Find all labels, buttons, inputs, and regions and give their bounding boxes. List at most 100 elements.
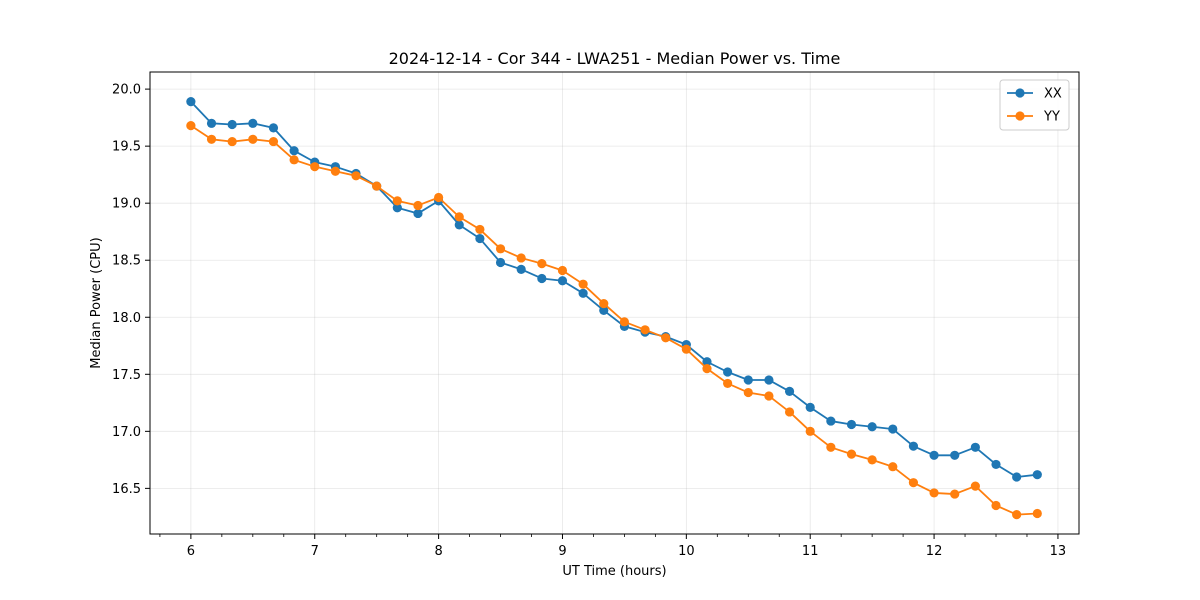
data-point-yy bbox=[475, 224, 485, 235]
data-point-yy bbox=[640, 325, 650, 335]
x-tick-label: 10 bbox=[678, 544, 695, 559]
data-point-xx bbox=[495, 257, 506, 268]
data-point-xx bbox=[743, 375, 753, 385]
data-point-xx bbox=[723, 367, 733, 377]
data-point-yy bbox=[599, 298, 609, 309]
y-tick-label: 17.0 bbox=[112, 425, 141, 440]
data-point-xx bbox=[268, 123, 279, 133]
data-point-xx bbox=[227, 119, 237, 130]
data-point-yy bbox=[434, 192, 444, 203]
legend-label-yy: YY bbox=[1043, 110, 1060, 125]
data-point-yy bbox=[578, 279, 588, 289]
data-point-yy bbox=[537, 259, 547, 269]
data-point-xx bbox=[454, 220, 464, 230]
data-point-xx bbox=[599, 305, 609, 316]
data-point-yy bbox=[784, 407, 795, 417]
data-point-yy bbox=[413, 200, 423, 211]
data-point-yy bbox=[950, 489, 960, 499]
data-point-yy bbox=[454, 212, 464, 222]
data-point-yy bbox=[681, 344, 691, 354]
data-point-yy bbox=[516, 253, 526, 263]
data-point-xx bbox=[991, 459, 1001, 470]
data-point-xx bbox=[888, 424, 898, 434]
data-point-xx bbox=[1032, 470, 1042, 480]
chart-title: 2024-12-14 - Cor 344 - LWA251 - Median P… bbox=[389, 49, 841, 68]
x-tick-label: 7 bbox=[311, 544, 319, 559]
data-point-yy bbox=[1012, 510, 1022, 520]
x-tick-label: 8 bbox=[434, 544, 442, 559]
data-point-yy bbox=[206, 134, 217, 144]
data-point-xx bbox=[950, 450, 960, 460]
data-point-yy bbox=[289, 155, 299, 165]
data-point-yy bbox=[867, 455, 877, 465]
legend-marker-yy bbox=[1015, 111, 1025, 121]
data-point-yy bbox=[702, 363, 712, 374]
data-point-xx bbox=[826, 416, 836, 426]
y-tick-label: 18.0 bbox=[112, 311, 141, 326]
data-point-yy bbox=[846, 449, 857, 459]
data-point-yy bbox=[929, 488, 939, 498]
x-tick-label: 12 bbox=[926, 544, 943, 559]
data-point-yy bbox=[557, 265, 568, 276]
data-point-xx bbox=[413, 208, 423, 219]
data-point-xx bbox=[970, 442, 980, 452]
data-point-yy bbox=[826, 442, 836, 452]
data-point-yy bbox=[805, 426, 815, 436]
y-tick-label: 18.5 bbox=[112, 254, 141, 269]
data-point-yy bbox=[372, 181, 382, 191]
data-point-xx bbox=[392, 203, 402, 213]
axis-layer: 6 7 8 9 10 11 12 13 16.5 17.0 17.5 18.0 18.5 19.0 19.5… bbox=[112, 83, 1066, 559]
legend-label-xx: XX bbox=[1044, 87, 1062, 102]
data-point-xx bbox=[1012, 472, 1022, 482]
data-point-xx bbox=[846, 419, 857, 430]
data-point-xx bbox=[929, 450, 939, 460]
data-point-yy bbox=[723, 378, 733, 389]
data-point-yy bbox=[248, 134, 258, 144]
y-tick-label: 16.5 bbox=[112, 482, 141, 497]
grid-layer bbox=[150, 72, 1079, 534]
legend-marker-xx bbox=[1015, 88, 1025, 98]
data-point-yy bbox=[908, 478, 919, 488]
data-point-yy bbox=[330, 166, 340, 176]
series-layer bbox=[186, 97, 1042, 520]
data-point-xx bbox=[764, 375, 774, 385]
data-point-yy bbox=[888, 462, 898, 472]
data-point-yy bbox=[991, 500, 1001, 511]
data-point-yy bbox=[495, 244, 506, 254]
data-point-yy bbox=[186, 121, 196, 131]
y-axis-title: Median Power (CPU) bbox=[89, 237, 104, 368]
y-tick-label: 17.5 bbox=[112, 368, 141, 383]
data-point-xx bbox=[248, 118, 258, 128]
data-point-yy bbox=[970, 481, 980, 491]
data-point-yy bbox=[1032, 508, 1042, 519]
data-point-xx bbox=[516, 264, 526, 274]
plot-area-frame bbox=[149, 71, 1080, 535]
data-point-xx bbox=[475, 233, 485, 244]
data-point-xx bbox=[206, 118, 217, 128]
y-tick-label: 20.0 bbox=[112, 83, 141, 98]
data-point-xx bbox=[702, 357, 712, 367]
data-point-yy bbox=[764, 391, 774, 401]
data-point-xx bbox=[289, 146, 299, 156]
data-point-yy bbox=[310, 162, 320, 172]
data-point-xx bbox=[784, 386, 795, 397]
data-point-yy bbox=[392, 196, 402, 206]
y-tick-label: 19.5 bbox=[112, 140, 141, 155]
x-tick-label: 6 bbox=[187, 544, 195, 559]
data-point-xx bbox=[557, 276, 568, 286]
data-point-yy bbox=[268, 136, 279, 147]
data-point-xx bbox=[867, 422, 877, 432]
data-point-yy bbox=[227, 136, 237, 147]
x-tick-label: 11 bbox=[802, 544, 819, 559]
data-point-yy bbox=[619, 317, 630, 327]
data-point-xx bbox=[805, 402, 815, 412]
x-tick-label: 9 bbox=[558, 544, 566, 559]
data-point-yy bbox=[661, 333, 671, 343]
x-axis-title: UT Time (hours) bbox=[562, 564, 666, 579]
data-point-xx bbox=[908, 441, 919, 451]
data-point-yy bbox=[351, 171, 361, 181]
data-point-xx bbox=[578, 288, 588, 298]
y-tick-label: 19.0 bbox=[112, 197, 141, 212]
data-point-xx bbox=[537, 273, 547, 284]
